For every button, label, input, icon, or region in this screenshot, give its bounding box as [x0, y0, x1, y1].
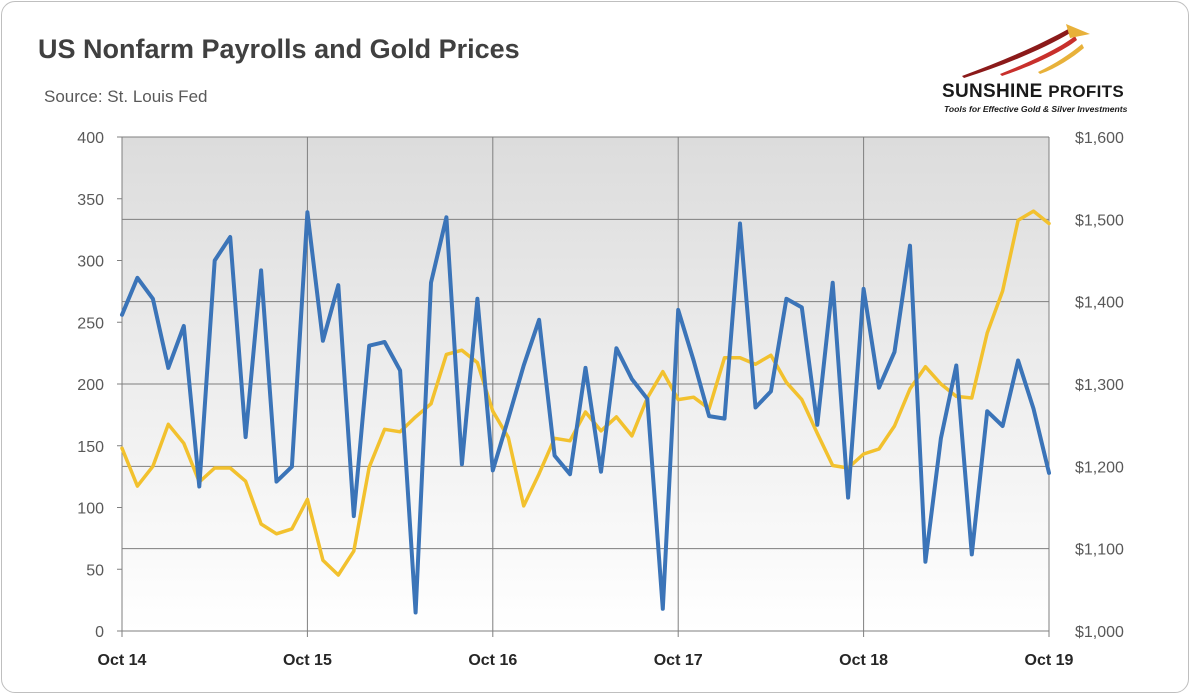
- y-left-tick-label: 0: [95, 624, 104, 641]
- logo-swoosh-icon: [962, 24, 1090, 78]
- y-left-tick-label: 300: [77, 254, 104, 271]
- x-tick-label: Oct 19: [1025, 652, 1074, 669]
- sunshine-profits-logo: SUNSHINE PROFITS Tools for Effective Gol…: [930, 20, 1170, 120]
- x-tick-label: Oct 17: [654, 652, 703, 669]
- y-left-tick-label: 50: [86, 562, 104, 579]
- y-left-tick-label: 250: [77, 315, 104, 332]
- y-left-tick-label: 400: [77, 130, 104, 147]
- logo-name-main: SUNSHINE: [942, 81, 1043, 102]
- y-right-tick-label: $1,600: [1075, 130, 1124, 147]
- axes: [117, 136, 1050, 637]
- y-left-tick-label: 350: [77, 192, 104, 209]
- y-right-tick-label: $1,000: [1075, 624, 1124, 641]
- series-line-payrolls: [120, 210, 1051, 615]
- logo-wordmark: SUNSHINE PROFITS: [942, 81, 1124, 103]
- y-right-tick-label: $1,500: [1075, 212, 1124, 229]
- logo-name-second: PROFITS: [1048, 82, 1124, 101]
- chart-title: US Nonfarm Payrolls and Gold Prices: [38, 34, 520, 64]
- y-left-tick-label: 150: [77, 439, 104, 456]
- x-tick-label: Oct 18: [839, 652, 888, 669]
- y-right-tick-label: $1,300: [1075, 377, 1124, 394]
- y-right-tick-label: $1,400: [1075, 295, 1124, 312]
- series-lines: [120, 209, 1051, 615]
- x-tick-label: Oct 15: [283, 652, 332, 669]
- x-tick-label: Oct 14: [98, 652, 147, 669]
- logo-tagline: Tools for Effective Gold & Silver Invest…: [944, 104, 1128, 114]
- series-line-gold-price: [120, 209, 1051, 577]
- x-tick-label: Oct 16: [468, 652, 517, 669]
- source-note: Source: St. Louis Fed: [44, 87, 208, 106]
- tick-labels: $1,000 $1,100 $1,200 $1,300 $1,400 $1,500 $1,6…: [77, 130, 1124, 669]
- y-left-tick-label: 100: [77, 501, 104, 518]
- y-right-tick-label: $1,200: [1075, 459, 1124, 476]
- y-right-tick-label: $1,100: [1075, 542, 1124, 559]
- y-left-tick-label: 200: [77, 377, 104, 394]
